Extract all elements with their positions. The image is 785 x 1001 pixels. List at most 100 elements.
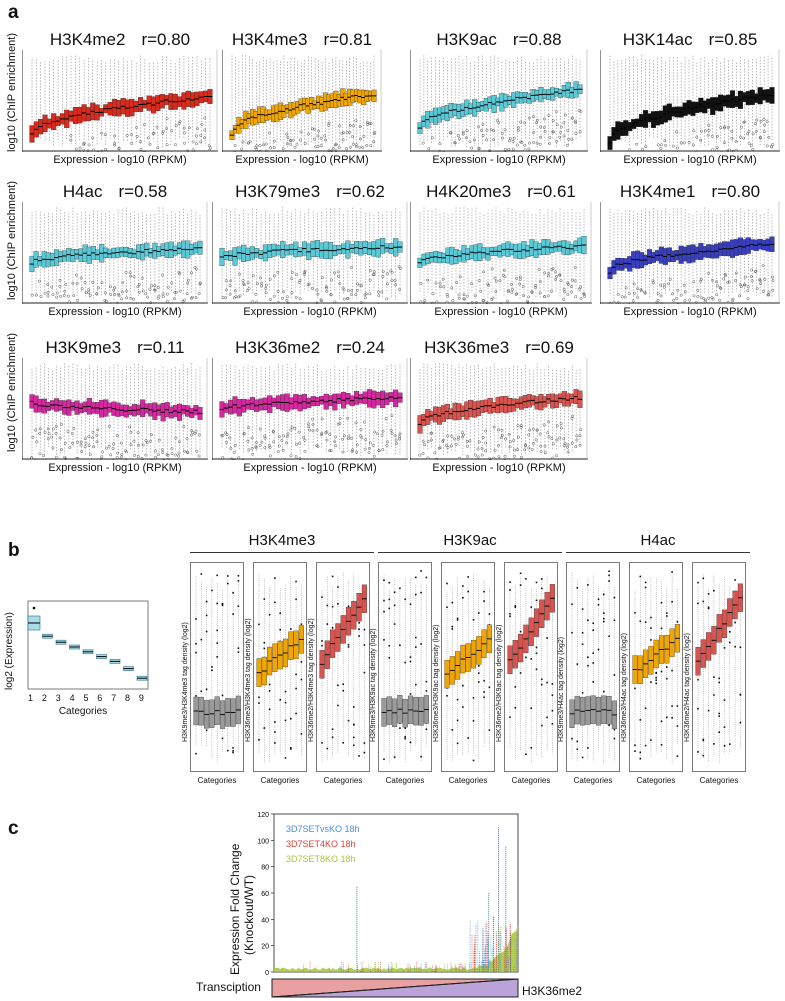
- fold-change-ylabel-1: Expression Fold Change: [228, 843, 242, 975]
- histone-plot-h3k79me3: H3K79me3 r=0.62 Expression - log10 (RPKM): [212, 182, 408, 336]
- transcription-label: Transciption: [196, 980, 261, 994]
- correlation-value: r=0.85: [708, 30, 758, 49]
- correlation-value: r=0.62: [336, 182, 385, 201]
- density-ylabel: H3K36me2/H4ac tag density (log2): [684, 633, 691, 742]
- xlabel: Expression - log10 (RPKM): [243, 306, 377, 318]
- group-title-h3k4me3: H3K4me3: [248, 532, 316, 549]
- expression-tick: 7: [111, 693, 117, 703]
- density-subplot: [316, 562, 370, 772]
- panel-a-label: a: [8, 2, 19, 23]
- boxplot-svg: [600, 202, 780, 304]
- xlabel: Expression - log10 (RPKM): [623, 306, 757, 318]
- panel-a-ylabel-row1: log10 (ChIP enrichment): [6, 32, 18, 152]
- density-ylabel: H3K9me3/H3K4me3 tag density (log2): [182, 622, 189, 742]
- expression-tick: 9: [138, 693, 144, 703]
- correlation-value: r=0.80: [711, 182, 761, 201]
- histone-plot-title: H3K4me1 r=0.80: [600, 182, 780, 202]
- fold-tick-100: 100: [257, 838, 269, 845]
- xlabel: Expression - log10 (RPKM): [623, 154, 757, 166]
- expression-tick: 2: [41, 693, 47, 703]
- mark-name: H4ac: [62, 182, 103, 201]
- legend-entry: 3D7SETvsKO 18h: [286, 824, 360, 834]
- correlation-value: r=0.80: [141, 30, 191, 49]
- xlabel: Expression - log10 (RPKM): [48, 306, 182, 318]
- group-underline: [190, 552, 374, 553]
- boxplot-svg: [410, 202, 592, 304]
- density-ylabel: H3K9me3/H3K9ac tag density (log2): [370, 628, 377, 742]
- histone-plot-h4k20me3: H4K20me3 r=0.61 Expression - log10 (RPKM): [410, 182, 592, 336]
- panel-c-label: c: [8, 818, 19, 839]
- histone-plot-h3k36me2: H3K36me2 r=0.24 Expression - log10 (RPKM): [212, 338, 408, 492]
- xlabel: Expression - log10 (RPKM): [432, 154, 566, 166]
- density-subplot: [441, 562, 495, 772]
- xlabel: Expression - log10 (RPKM): [432, 462, 566, 474]
- boxplot-svg: [22, 358, 208, 460]
- group-underline: [378, 552, 562, 553]
- density-xlabel: Categories: [573, 776, 613, 785]
- histone-plot-h3k9ac: H3K9ac r=0.88 Expression - log10 (RPKM): [410, 30, 588, 184]
- fold-tick-0: 0: [265, 970, 269, 976]
- boxplot-svg: [212, 358, 408, 460]
- histone-plot-title: H3K9me3 r=0.11: [22, 338, 208, 358]
- density-xlabel: Categories: [385, 776, 425, 785]
- gradient-triangles: [271, 978, 519, 998]
- correlation-value: r=0.58: [118, 182, 168, 201]
- mark-name: H3K79me3: [235, 182, 321, 201]
- panel-a-ylabel-row3: log10 (ChIP enrichment): [6, 332, 18, 452]
- histone-plot-h3k4me1: H3K4me1 r=0.80 Expression - log10 (RPKM): [600, 182, 780, 336]
- histone-plot-title: H3K9ac r=0.88: [410, 30, 588, 50]
- expression-tick: 6: [97, 693, 103, 703]
- density-ylabel: H3K36me3/H3K9ac tag density (log2): [433, 624, 440, 742]
- correlation-value: r=0.11: [137, 338, 185, 357]
- panel-b-label: b: [8, 540, 20, 561]
- density-xlabel: Categories: [699, 776, 739, 785]
- histone-plot-title: H3K14ac r=0.85: [600, 30, 780, 50]
- histone-plot-title: H3K4me3 r=0.81: [222, 30, 382, 50]
- density-subplot: [504, 562, 558, 772]
- density-ylabel: H3K36me3/H4ac tag density (log2): [621, 633, 628, 742]
- density-subplot: [190, 562, 244, 772]
- density-xlabel: Categories: [511, 776, 551, 785]
- density-subplot: [692, 562, 746, 772]
- mark-name: H3K9ac: [436, 30, 497, 49]
- mark-name: H3K14ac: [622, 30, 693, 49]
- mark-name: H3K4me2: [49, 30, 126, 49]
- expression-tick: 4: [69, 693, 75, 703]
- xlabel: Expression - log10 (RPKM): [53, 154, 187, 166]
- xlabel: Expression - log10 (RPKM): [243, 462, 377, 474]
- density-subplot: [378, 562, 432, 772]
- histone-plot-title: H3K4me2 r=0.80: [22, 30, 218, 50]
- boxplot-svg: [222, 50, 382, 152]
- legend-entry: 3D7SET8KO 18h: [286, 854, 356, 864]
- boxplot-svg: [22, 50, 218, 152]
- h3k36me2-label: H3K36me2: [522, 984, 583, 998]
- histone-plot-h3k36me3: H3K36me3 r=0.69 Expression - log10 (RPKM): [410, 338, 588, 492]
- legend-entry: 3D7SET4KO 18h: [286, 839, 356, 849]
- histone-plot-title: H3K36me2 r=0.24: [212, 338, 408, 358]
- expression-ylabel: log2 (Expression): [4, 612, 15, 690]
- histone-plot-h3k4me2: H3K4me2 r=0.80 Expression - log10 (RPKM): [22, 30, 218, 184]
- correlation-value: r=0.81: [323, 30, 373, 49]
- histone-plot-title: H4K20me3 r=0.61: [410, 182, 592, 202]
- expression-tick: 8: [125, 693, 131, 703]
- xlabel: Expression - log10 (RPKM): [235, 154, 369, 166]
- density-ylabel: H3K36me2/H3K9ac tag density (log2): [496, 624, 503, 742]
- mark-name: H4K20me3: [426, 182, 512, 201]
- boxplot-svg: [212, 202, 408, 304]
- density-subplot: [566, 562, 620, 772]
- fold-change-chart: 0 20 40 60 80 100 120: [257, 812, 519, 976]
- density-subplot: [629, 562, 683, 772]
- mark-name: H3K9me3: [45, 338, 122, 357]
- mark-name: H3K36me3: [424, 338, 510, 357]
- boxplot-svg: [410, 358, 588, 460]
- boxplot-svg: [410, 50, 588, 152]
- group-title-h4ac: H4ac: [640, 532, 676, 549]
- fold-change-area: [274, 925, 518, 972]
- expression-category-svg: [27, 600, 149, 690]
- histone-plot-h3k14ac: H3K14ac r=0.85 Expression - log10 (RPKM): [600, 30, 780, 184]
- density-xlabel: Categories: [197, 776, 237, 785]
- histone-plot-title: H3K36me3 r=0.69: [410, 338, 588, 358]
- mark-name: H3K4me1: [619, 182, 696, 201]
- correlation-value: r=0.24: [336, 338, 385, 357]
